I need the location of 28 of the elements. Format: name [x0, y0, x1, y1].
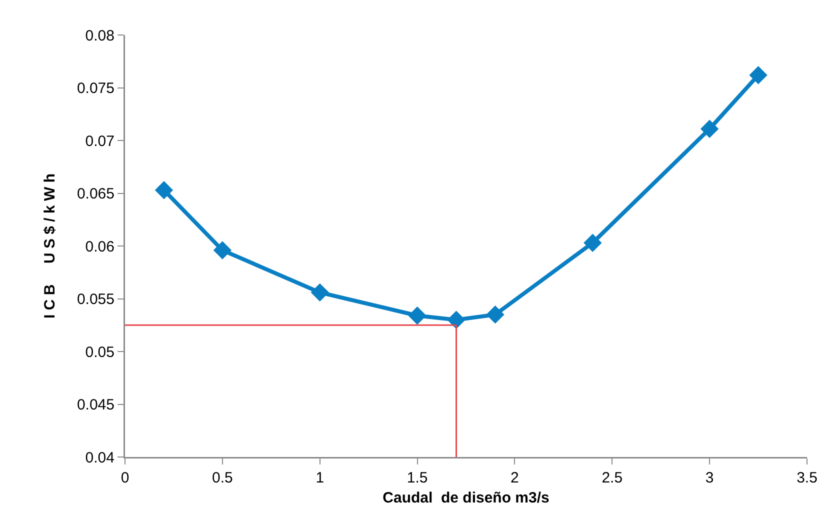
x-tick-label: 2 [510, 470, 519, 486]
y-tick-label: 0.08 [85, 27, 114, 44]
point [154, 180, 174, 200]
x-tick-label: 2.5 [602, 470, 623, 486]
x-tick-label: 1 [316, 470, 324, 486]
y-tick-label: 0.06 [85, 238, 114, 256]
y-tick-label: 0.075 [76, 80, 114, 97]
point [486, 305, 504, 324]
point [584, 234, 602, 252]
x-tick-label: 3.5 [796, 470, 818, 486]
point [749, 66, 768, 84]
x-tick-label: 3 [705, 470, 714, 486]
x-tick-label: 1.5 [406, 470, 428, 486]
point [700, 120, 719, 138]
point [408, 306, 426, 325]
y-tick-label: 0.065 [76, 186, 114, 202]
point [213, 241, 232, 260]
point [447, 310, 466, 329]
y-tick-label: 0.05 [85, 344, 114, 361]
point [310, 283, 329, 302]
x-tick-label: 0 [120, 470, 130, 486]
y-tick-label: 0.055 [76, 291, 114, 308]
y-tick-label: 0.045 [76, 396, 114, 414]
x-axis-title: Caudal de diseño m3/s [382, 489, 550, 506]
y-tick-label: 0.04 [85, 449, 114, 466]
y-axis-title: I C B U S $ / k W h [41, 173, 58, 319]
y-tick-label: 0.07 [85, 132, 114, 150]
x-tick-label: 0.5 [212, 470, 233, 486]
